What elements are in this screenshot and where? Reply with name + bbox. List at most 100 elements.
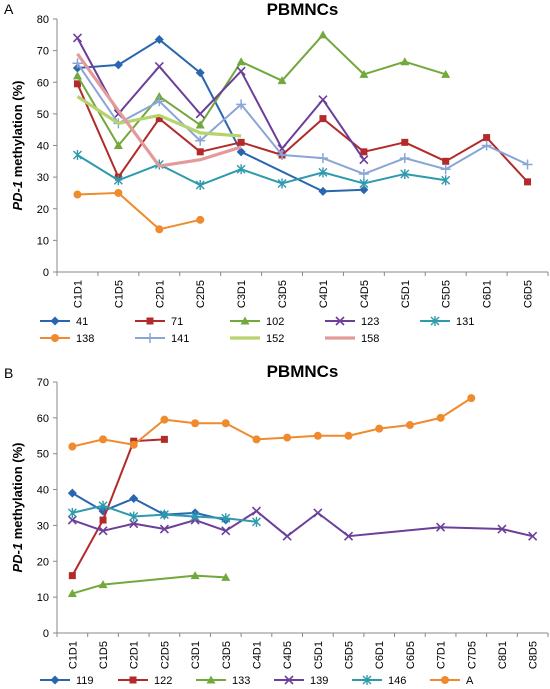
x-tick-label: C3D5: [277, 280, 289, 308]
series-139: [67, 506, 538, 541]
legend-label: 138: [76, 333, 94, 345]
data-point: [67, 507, 77, 518]
x-tick-label: C8D1: [497, 641, 509, 669]
data-point: [359, 185, 369, 195]
data-point: [467, 394, 476, 403]
y-axis-label-text: methylation (%): [10, 442, 25, 542]
data-point: [375, 424, 384, 433]
y-tick-label: 40: [37, 485, 49, 497]
data-point: [399, 153, 410, 164]
data-point: [221, 572, 231, 581]
data-point: [528, 531, 538, 541]
data-point: [441, 676, 449, 684]
x-tick-label: C3D1: [236, 280, 248, 308]
legend-item-139: 139: [274, 675, 328, 687]
data-point: [359, 178, 369, 189]
data-point: [99, 516, 107, 524]
legend-label: 119: [76, 675, 94, 687]
data-point: [430, 316, 440, 326]
data-point: [159, 509, 169, 520]
legend-item-141: 141: [135, 333, 189, 345]
x-tick-label: C1D5: [113, 280, 125, 308]
series-131: [72, 149, 451, 191]
data-point: [251, 516, 261, 527]
data-point: [113, 141, 123, 149]
data-point: [206, 675, 216, 684]
data-point: [190, 571, 200, 580]
data-point: [129, 440, 138, 449]
data-point: [196, 215, 205, 224]
data-point: [236, 57, 246, 66]
data-point: [251, 506, 262, 516]
data-point: [160, 435, 168, 443]
data-point: [113, 175, 123, 186]
data-point: [99, 435, 108, 444]
series-line: [76, 52, 242, 168]
data-point: [221, 419, 230, 428]
legend-item-122: 122: [118, 675, 172, 687]
y-axis-label: PD-1 methylation (%): [10, 442, 25, 572]
chart-title: PBMNCs: [267, 0, 339, 19]
data-point: [358, 168, 369, 179]
data-point: [236, 147, 246, 157]
y-tick-label: 40: [37, 141, 49, 153]
data-point: [160, 415, 169, 424]
data-point: [524, 178, 532, 186]
data-point: [318, 30, 328, 39]
data-point: [400, 57, 410, 66]
data-point: [50, 316, 60, 326]
data-point: [252, 435, 261, 444]
y-tick-label: 50: [37, 449, 49, 461]
chart-panel-A: A PBMNCs PD-1 methylation (%) 0 10 20 30 40 50 60…: [4, 0, 549, 345]
data-point: [400, 168, 410, 179]
x-tick-label: C5D5: [441, 280, 453, 308]
legend-label: 146: [388, 675, 406, 687]
data-point: [318, 167, 328, 178]
data-point: [283, 433, 292, 442]
legend: 119 122 133 139 146 A: [40, 675, 474, 687]
series-line: [76, 62, 528, 175]
data-point: [236, 99, 247, 110]
legend-item-41: 41: [40, 316, 88, 328]
legend-label: A: [466, 675, 474, 687]
x-tick-label: C6D5: [405, 641, 417, 669]
series-141: [72, 58, 533, 179]
data-point: [436, 522, 446, 532]
data-point: [129, 511, 139, 522]
series-line: [72, 574, 226, 595]
legend-label: 141: [171, 333, 189, 345]
x-tick-label: C5D1: [400, 280, 412, 308]
data-point: [68, 572, 76, 580]
data-point: [195, 180, 205, 191]
series-146: [67, 500, 261, 527]
legend: 41 71 102 123 131 138 141 152 158: [40, 316, 474, 345]
data-point: [497, 524, 507, 534]
chart-panel-B: B PBMNCs PD-1 methylation (%) 0 10 20 30 40 50 60…: [4, 362, 549, 687]
x-tick-label: C6D1: [482, 280, 494, 308]
data-point: [129, 519, 139, 529]
data-point: [51, 334, 59, 342]
data-point: [196, 148, 204, 156]
series-119: [67, 488, 231, 525]
legend-item-102: 102: [230, 316, 284, 328]
series-line: [76, 154, 446, 187]
y-tick-label: 60: [37, 77, 49, 89]
y-tick-label: 70: [37, 46, 49, 58]
legend-label: 102: [266, 316, 284, 328]
series-line: [76, 95, 242, 138]
y-axis-label-gene: PD-1: [10, 181, 25, 211]
legend-label: 71: [171, 316, 183, 328]
x-tick-label: C3D5: [221, 641, 233, 669]
data-point: [154, 96, 165, 107]
data-point: [237, 138, 245, 146]
data-point: [343, 531, 354, 541]
series-line: [72, 397, 472, 448]
legend-item-152: 152: [230, 333, 284, 345]
legend-label: 41: [76, 316, 88, 328]
y-tick-label: 0: [43, 267, 49, 279]
y-tick-label: 20: [37, 204, 49, 216]
data-point: [154, 91, 164, 100]
data-point: [129, 494, 139, 504]
data-point: [362, 675, 372, 685]
data-point: [405, 421, 414, 430]
